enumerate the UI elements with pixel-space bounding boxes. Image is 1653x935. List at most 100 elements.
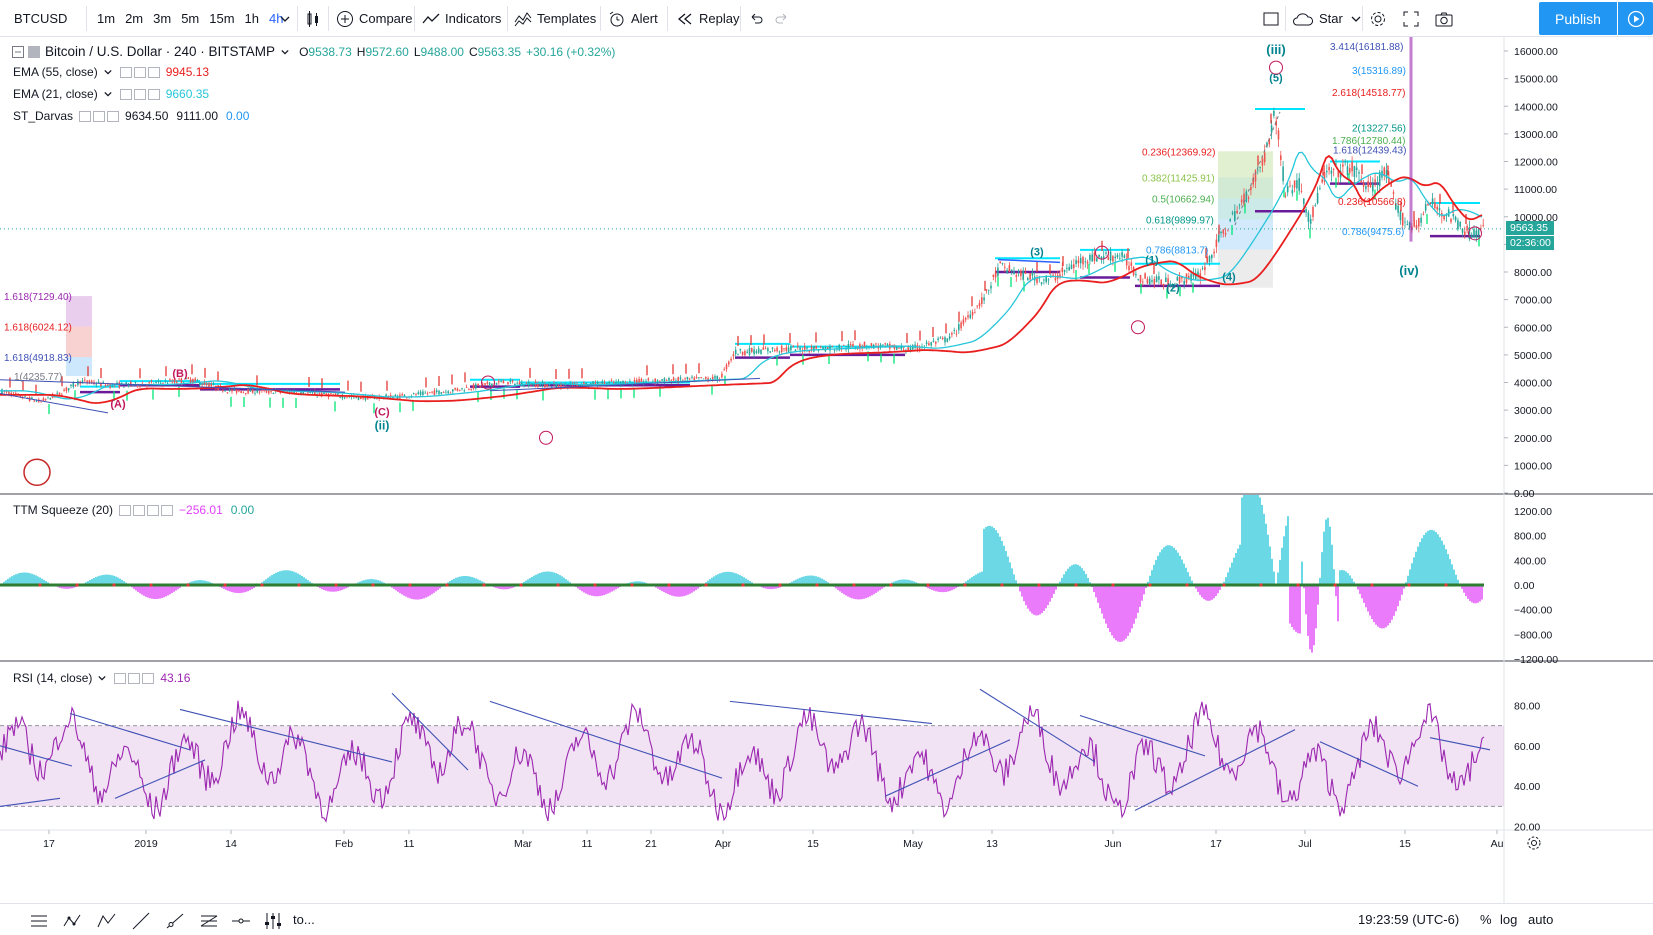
timeframe-1h[interactable]: 1h (244, 11, 260, 26)
rsi-pane[interactable] (0, 688, 1504, 823)
cloud-save-button[interactable]: Star (1292, 0, 1361, 37)
snapshot-button[interactable] (1434, 0, 1454, 37)
trend-line-icon[interactable] (130, 910, 152, 932)
timeframe-5m[interactable]: 5m (181, 11, 200, 26)
auto-toggle[interactable]: auto (1528, 912, 1554, 927)
candle-body (1280, 155, 1282, 160)
indicator-controls[interactable] (79, 110, 120, 122)
candle-body (491, 383, 493, 387)
close-icon[interactable] (142, 672, 155, 684)
alert-button[interactable]: Alert (608, 0, 658, 37)
timeframe-3m[interactable]: 3m (153, 11, 172, 26)
fullscreen-button[interactable] (1402, 0, 1420, 37)
candle-body (1404, 221, 1406, 223)
indicators-button[interactable]: Indicators (422, 0, 501, 37)
candle-body (1362, 183, 1365, 187)
timeframe-15m[interactable]: 15m (209, 11, 235, 26)
candle-body (63, 389, 65, 392)
main-price-pane[interactable]: 1.618(7129.40) 1.618(6024.12) 1.618(4918.8… (0, 37, 1504, 487)
compare-label: Compare (359, 11, 413, 26)
eye-icon[interactable] (119, 66, 132, 78)
ttm-controls[interactable] (119, 504, 174, 516)
rsi-label[interactable]: RSI (14, close) (13, 671, 93, 685)
candle-body (907, 347, 909, 351)
compare-button[interactable]: Compare (336, 0, 412, 37)
undo-button[interactable] (748, 0, 764, 37)
indicator-legend[interactable]: EMA (21, close) 9660.35 (13, 87, 217, 101)
collapse-icon[interactable] (12, 45, 24, 58)
chevron-down-icon[interactable] (98, 674, 106, 682)
chevron-down-icon[interactable] (281, 48, 289, 56)
ttm-legend[interactable]: TTM Squeeze (20) −256.01 0.00 (13, 503, 262, 517)
replay-button[interactable]: Replay (676, 0, 739, 37)
templates-button[interactable]: Templates (514, 0, 596, 37)
candle-body (1434, 202, 1436, 209)
indicator-controls[interactable] (119, 88, 160, 100)
squeeze-dot (1333, 583, 1337, 587)
clock-timezone[interactable]: 19:23:59 (UTC-6) (1358, 912, 1460, 927)
close-icon[interactable] (147, 66, 160, 78)
symbol-search[interactable]: BTCUSD (14, 0, 67, 37)
eye-icon[interactable] (114, 672, 127, 684)
indicator-legend[interactable]: ST_Darvas 9634.50 9111.00 0.00 (13, 109, 257, 123)
eye-icon[interactable] (119, 504, 132, 516)
indicator-controls[interactable] (119, 66, 160, 78)
candle-body (909, 346, 912, 351)
candle-body (249, 389, 252, 392)
squeeze-dot (519, 583, 523, 587)
rsi-legend[interactable]: RSI (14, close) 43.16 (13, 671, 198, 685)
close-icon[interactable] (161, 504, 174, 516)
candle-body (150, 381, 153, 383)
fib-icon[interactable] (198, 910, 220, 932)
publish-button[interactable]: Publish (1539, 2, 1617, 35)
ttm-label[interactable]: TTM Squeeze (20) (13, 503, 114, 517)
candle-body (1139, 274, 1142, 283)
gear-icon[interactable] (133, 88, 146, 100)
gear-icon[interactable] (93, 110, 106, 122)
goto-date-button[interactable]: to... (293, 912, 315, 927)
line-tools-icon[interactable] (28, 910, 50, 932)
horizontal-line-icon[interactable] (230, 910, 252, 932)
sliders-icon[interactable] (262, 910, 284, 932)
candle-body (318, 392, 321, 394)
percent-toggle[interactable]: % (1480, 912, 1492, 927)
timeframe-4h[interactable]: 4h (269, 11, 284, 26)
play-button[interactable] (1618, 2, 1653, 35)
chart-canvas[interactable]: 1.618(7129.40) 1.618(6024.12) 1.618(4918.8… (0, 37, 1653, 903)
candle-body (1289, 185, 1291, 187)
indicator-legend[interactable]: EMA (55, close) 9945.13 (13, 65, 217, 79)
symbol-title[interactable]: Bitcoin / U.S. Dollar · 240 · BITSTAMP (45, 44, 276, 59)
candle-body (721, 373, 723, 378)
candle-body (1436, 206, 1438, 210)
ray-icon[interactable] (164, 910, 186, 932)
indicator-label[interactable]: EMA (21, close) (13, 87, 98, 101)
pattern-icon[interactable] (62, 910, 84, 932)
candle-body (941, 337, 944, 339)
ttm-squeeze-pane[interactable] (0, 482, 1484, 653)
close-icon[interactable] (147, 88, 160, 100)
gear-icon[interactable] (1526, 835, 1542, 851)
timeframe-dropdown-button[interactable] (280, 0, 290, 37)
gear-icon[interactable] (133, 504, 146, 516)
close-icon[interactable] (107, 110, 120, 122)
eye-icon[interactable] (119, 88, 132, 100)
gear-icon[interactable] (128, 672, 141, 684)
redo-button[interactable] (774, 0, 790, 37)
wave-label: (C) (374, 407, 390, 419)
chevron-down-icon[interactable] (104, 90, 112, 98)
log-toggle[interactable]: log (1500, 912, 1518, 927)
more-icon[interactable] (147, 504, 160, 516)
timeframe-1m[interactable]: 1m (97, 11, 116, 26)
gear-icon[interactable] (133, 66, 146, 78)
indicator-label[interactable]: EMA (55, close) (13, 65, 98, 79)
eye-icon[interactable] (79, 110, 92, 122)
indicator-label[interactable]: ST_Darvas (13, 109, 74, 123)
chart-style-button[interactable] (304, 0, 322, 37)
fullscreen-layout-button[interactable] (1262, 0, 1280, 37)
settings-button[interactable] (1369, 0, 1387, 37)
timeframe-2m[interactable]: 2m (125, 11, 144, 26)
abcd-pattern-icon[interactable] (96, 910, 118, 932)
main-legend[interactable]: Bitcoin / U.S. Dollar · 240 · BITSTAMP O… (12, 44, 615, 59)
chevron-down-icon[interactable] (104, 68, 112, 76)
rsi-controls[interactable] (114, 672, 155, 684)
